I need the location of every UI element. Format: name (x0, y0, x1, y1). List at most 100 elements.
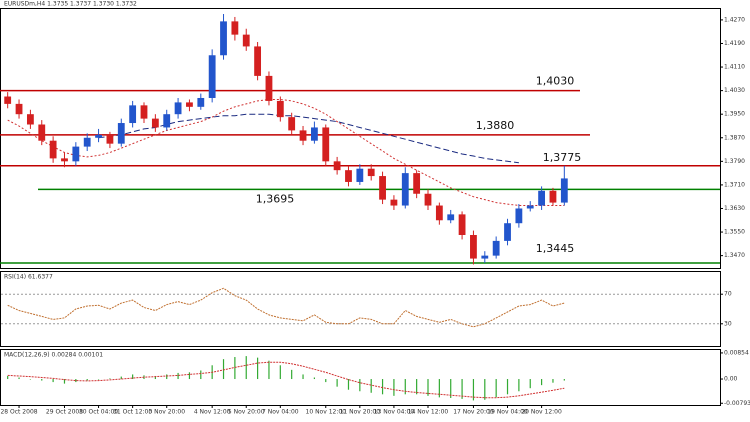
candle-body (242, 34, 250, 47)
macd-bar (427, 379, 429, 396)
moving-average (7, 99, 565, 206)
macd-bar (404, 379, 406, 395)
rsi-line (7, 287, 565, 328)
x-tick-label: 28 Oct 2008 (0, 409, 37, 416)
y-tick-label: 1.3550 (724, 229, 745, 236)
macd-bar (495, 379, 497, 398)
macd-bar (109, 378, 111, 380)
level-label: 1,3880 (476, 119, 515, 132)
y-tick-label: 1.4110 (724, 64, 745, 71)
y-tick-label: 1.3870 (724, 134, 745, 141)
y-tick-label: 1.4270 (724, 16, 745, 23)
macd-bar (461, 379, 463, 399)
macd-bar (52, 379, 54, 383)
candle-body (186, 102, 193, 107)
macd-bar (563, 379, 565, 381)
candle-body (356, 168, 364, 182)
x-tick-label: 3 Nov 20:00 (148, 409, 185, 416)
candle-body (367, 168, 375, 177)
x-tick-label: 11 Nov 20:00 (340, 409, 381, 416)
y-tick-label: 1.3790 (724, 158, 745, 165)
y-tick-label: 1.3630 (724, 205, 745, 212)
candle-body (197, 97, 205, 107)
x-tick-label: 7 Nov 04:00 (262, 409, 299, 416)
macd-bar (370, 379, 372, 393)
candle-body (447, 214, 455, 221)
x-tick-label: 30 Oct 04:00 (79, 409, 118, 416)
candle-body (310, 127, 318, 141)
level-label: 1,4030 (536, 75, 575, 88)
rsi-panel (0, 271, 721, 347)
macd-bar (154, 375, 156, 380)
level-label: 1,3775 (543, 151, 582, 164)
y-tick-label: -0.00793 (724, 400, 750, 407)
macd-bar (200, 370, 202, 380)
candle-body (549, 190, 557, 203)
candle-body (481, 255, 489, 259)
macd-bar (541, 379, 543, 386)
candle-body (413, 173, 421, 194)
candle-body (61, 158, 68, 162)
macd-bar (75, 379, 77, 383)
candle-body (515, 208, 523, 224)
macd-bar (393, 379, 395, 396)
candle-body (117, 123, 125, 144)
price-panel-title: EURUSDm,H4 1.3735 1.3737 1.3730 1.3732 (4, 1, 137, 8)
x-tick-label: 31 Oct 12:00 (113, 409, 152, 416)
candle-body (435, 205, 443, 221)
candle-body (345, 170, 352, 182)
y-tick-label: 70 (724, 291, 732, 298)
x-tick-label: 13 Nov 04:00 (374, 409, 415, 416)
price-panel (0, 8, 721, 269)
candle-body (390, 199, 398, 206)
y-tick-label: 1.3710 (724, 181, 745, 188)
y-tick-label: 30 (724, 320, 732, 327)
x-tick-label: 20 Nov 12:00 (521, 409, 562, 416)
rsi-panel-title: RSI(14) 61.6377 (4, 274, 53, 281)
macd-signal (7, 361, 565, 399)
macd-bar (63, 379, 66, 384)
candle-body (208, 55, 216, 98)
candle-body (299, 130, 307, 141)
macd-panel (0, 349, 721, 406)
y-tick-label: 1.4190 (724, 40, 745, 47)
macd-bar (506, 379, 509, 395)
candle-body (538, 190, 546, 206)
y-tick-label: 0.00 (724, 376, 738, 383)
x-tick-label: 5 Nov 20:00 (228, 409, 265, 416)
x-tick-label: 17 Nov 20:00 (453, 409, 494, 416)
macd-bar (291, 369, 293, 380)
macd-bar (359, 379, 361, 392)
candle-body (254, 46, 262, 76)
level-label: 1,3695 (256, 192, 295, 205)
macd-bar (245, 356, 247, 380)
level-label: 1,3445 (536, 242, 575, 255)
x-tick-label: 19 Nov 04:00 (487, 409, 528, 416)
candle-body (526, 205, 534, 209)
macd-bar (347, 379, 350, 390)
macd-bar (166, 374, 168, 380)
macd-bar (222, 359, 225, 380)
candle-body (106, 134, 114, 144)
macd-bar (529, 379, 531, 389)
candle-body (424, 193, 432, 206)
macd-bar (234, 357, 236, 380)
candle-body (265, 75, 273, 101)
candle-body (379, 176, 386, 200)
candle-body (15, 103, 23, 115)
x-tick-label: 10 Nov 12:00 (306, 409, 347, 416)
macd-bar (257, 357, 259, 380)
candle-body (26, 114, 34, 125)
macd-bar (472, 379, 475, 401)
candle-body (95, 134, 102, 138)
macd-bar (416, 379, 418, 395)
macd-bar (302, 374, 304, 380)
macd-bar (177, 372, 179, 380)
candle-body (560, 178, 568, 203)
y-tick-label: 1.3950 (724, 111, 745, 118)
candle-body (83, 137, 91, 147)
macd-bar (450, 379, 452, 398)
macd-bar (7, 375, 9, 380)
y-tick-label: 1.3470 (724, 252, 745, 259)
